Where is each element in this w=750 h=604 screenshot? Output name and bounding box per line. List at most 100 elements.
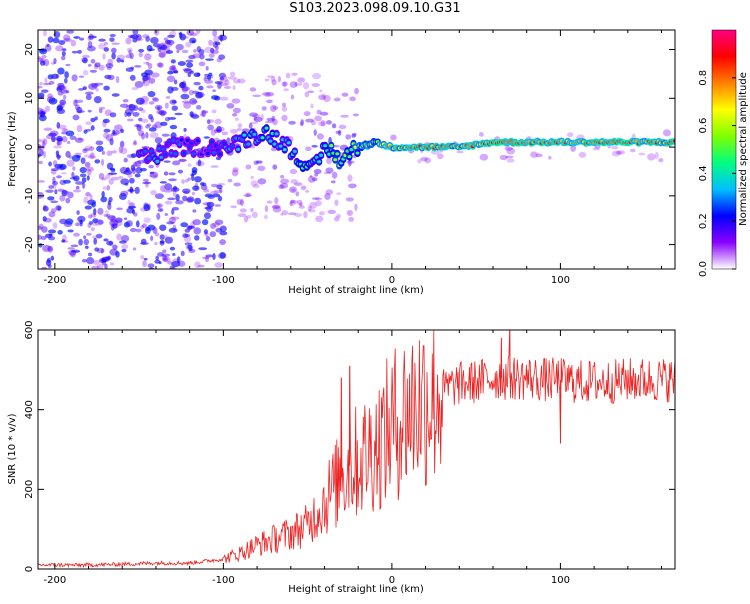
spectrogram-cell [159, 50, 166, 58]
spectrogram-cell [107, 255, 111, 261]
spectrogram-cell [134, 38, 144, 42]
spectrogram-cell [74, 137, 84, 143]
spectrogram-cell [205, 235, 211, 242]
spectrogram-cell [158, 52, 166, 58]
spectrogram-cell [90, 125, 95, 131]
snr-plot-frame [37, 329, 676, 570]
spectrogram-cell [156, 45, 163, 50]
spectrogram-cell [52, 222, 58, 229]
spectrogram-cell [330, 180, 336, 184]
spectrogram-cell [65, 197, 71, 204]
spectrogram-cell [181, 179, 185, 184]
spectrogram-cell [65, 63, 71, 67]
spectrogram-cell [420, 156, 428, 162]
spectrogram-cell [38, 145, 45, 151]
spectrogram-cell [347, 174, 353, 182]
spectrogram-cell [311, 197, 320, 200]
spectrogram-cell [297, 77, 306, 83]
spectrogram-cell [456, 150, 464, 154]
spectrogram-cell [42, 205, 49, 212]
colorbar: 0.0 0.2 0.4 0.6 0.8 Normalized spectral ampl… [698, 29, 749, 277]
spectrogram-x-axis-label: Height of straight line (km) [288, 285, 424, 296]
spectrogram-cell [147, 224, 156, 231]
spectrogram-cell [82, 86, 87, 90]
spectrogram-cell [163, 189, 173, 193]
spectrogram-cell [105, 210, 109, 214]
spectrogram-cell [210, 190, 219, 195]
spectrogram-trace-core [159, 155, 164, 159]
spectrogram-cell [313, 129, 317, 136]
spectrogram-cell [506, 147, 516, 155]
spectrogram-cell [83, 154, 93, 158]
spectrogram-cell [106, 66, 112, 71]
spectrogram-cell [148, 127, 157, 132]
spectrogram-cell [59, 194, 66, 202]
spectrogram-cell [198, 247, 208, 251]
spectrogram-cell [616, 150, 626, 155]
spectrogram-cell [150, 190, 157, 196]
spectrogram-cell [319, 89, 323, 93]
spectrogram-cell [42, 204, 47, 211]
spectrogram-cell [187, 177, 192, 181]
spectrogram-cell [152, 227, 158, 235]
spectrogram-trace-core [349, 148, 354, 152]
spectrogram-cell [106, 240, 114, 246]
spectrogram-cell [82, 148, 88, 154]
spectrogram-cell [341, 92, 349, 97]
spectrogram-cell [197, 159, 202, 167]
spectrogram-cell [153, 30, 160, 36]
spectrogram-cell [204, 46, 213, 54]
snr-x-tick-label: -200 [44, 575, 67, 586]
spectrogram-cell [43, 150, 47, 159]
spectrogram-cell [319, 111, 329, 116]
spectrogram-cell [62, 85, 67, 92]
colorbar-tick-label: 0.6 [698, 118, 709, 134]
spectrogram-cell [118, 146, 124, 154]
spectrogram-cell [52, 37, 60, 44]
spectrogram-cell [164, 183, 173, 191]
spectrogram-cell [506, 158, 515, 163]
spectrogram-y-tick-label: -20 [24, 236, 35, 252]
spectrogram-x-tick-label: -200 [44, 275, 67, 286]
spectrogram-cell [102, 186, 107, 191]
spectrogram-cell [158, 110, 167, 116]
spectrogram-cell [59, 102, 65, 109]
spectrogram-cell [111, 42, 120, 45]
spectrogram-cell [226, 102, 235, 109]
spectrogram-cell [87, 252, 93, 257]
spectrogram-y-axis-label: Frequency (Hz) [7, 111, 18, 187]
spectrogram-trace-core [211, 151, 216, 155]
spectrogram-cell [145, 132, 149, 139]
spectrogram-cell [300, 119, 305, 126]
spectrogram-cell [349, 96, 356, 102]
snr-x-tick-label: -100 [212, 575, 235, 586]
spectrogram-cell [237, 213, 247, 218]
spectrogram-cell [48, 229, 57, 234]
spectrogram-cell [215, 129, 222, 132]
spectrogram-cell [336, 213, 342, 219]
spectrogram-cell [216, 184, 223, 190]
spectrogram-cell [62, 190, 70, 194]
spectrogram-cell [70, 39, 77, 47]
spectrogram-cell [38, 85, 43, 89]
spectrogram-cell [177, 169, 183, 174]
spectrogram-cell [44, 44, 52, 52]
spectrogram-cell [77, 215, 86, 223]
spectrogram-cell [38, 223, 44, 230]
spectrogram-cell [145, 124, 151, 129]
spectrogram-cell [143, 204, 150, 212]
spectrogram-cell [50, 255, 55, 261]
spectrogram-cell [86, 257, 95, 265]
spectrogram-y-tick-label: 20 [24, 43, 35, 56]
spectrogram-cell [90, 227, 95, 232]
spectrogram-cell [171, 64, 176, 72]
spectrogram-cell [535, 153, 543, 158]
spectrogram-cell [167, 34, 176, 38]
spectrogram-cell [98, 108, 103, 114]
spectrogram-cell [148, 101, 155, 105]
spectrogram-cell [108, 172, 118, 175]
spectrogram-cell [78, 75, 85, 78]
spectrogram-cell [233, 182, 241, 187]
snr-panel: -200 -100 0 100 0 200 400 600 Height of straig… [7, 320, 676, 595]
spectrogram-cell [95, 87, 99, 92]
